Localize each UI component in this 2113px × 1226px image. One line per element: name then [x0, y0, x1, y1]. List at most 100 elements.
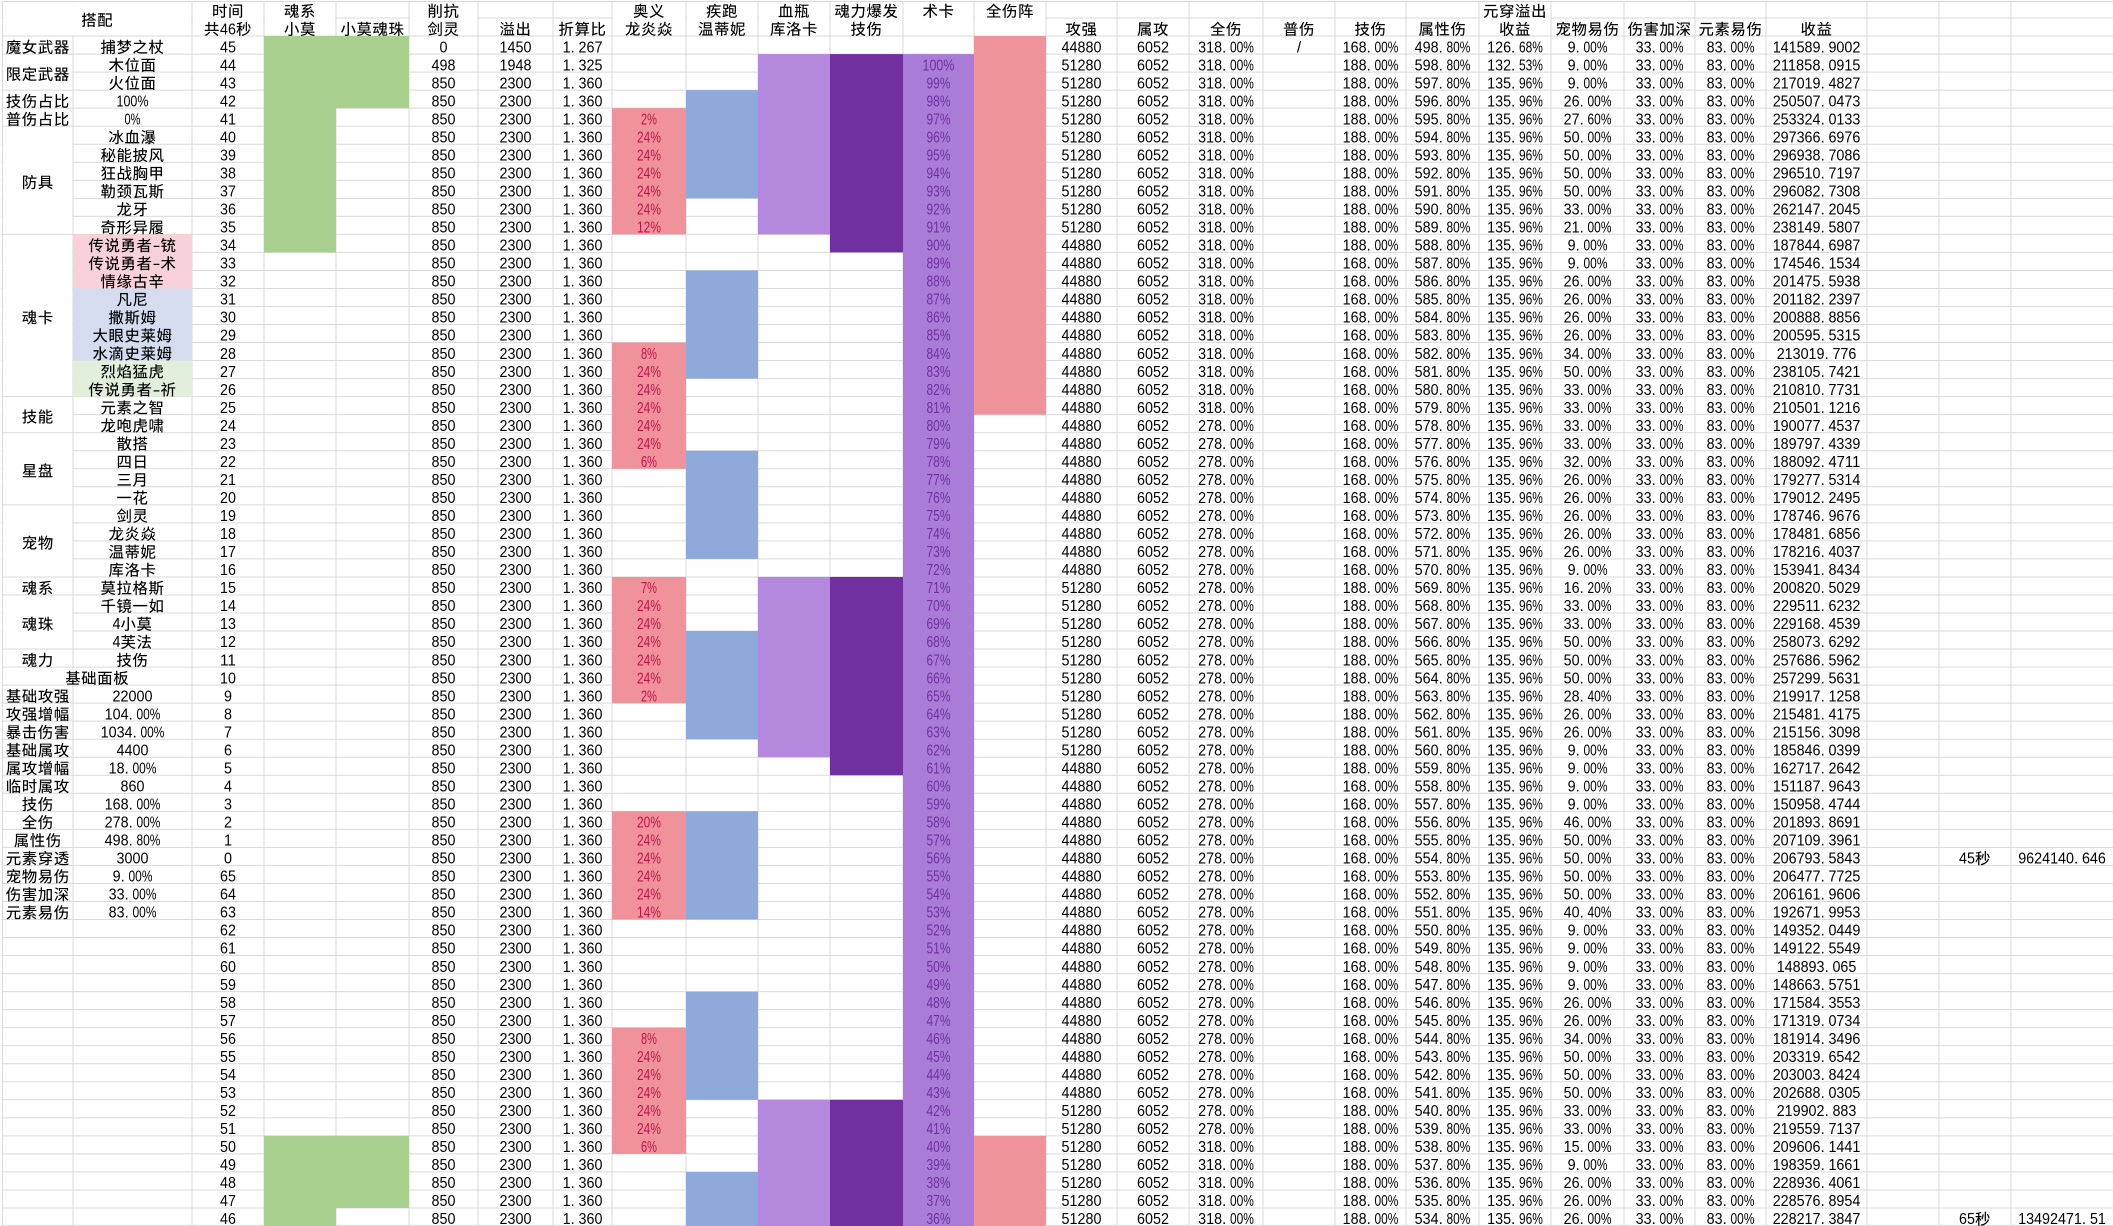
svg-text:/: /: [1297, 39, 1302, 56]
svg-text:00%: 00%: [1660, 454, 1684, 471]
svg-text:.: .: [571, 310, 575, 327]
svg-text:.: .: [1652, 797, 1656, 814]
svg-text:.: .: [1511, 39, 1515, 56]
svg-text:2300: 2300: [500, 778, 532, 795]
svg-text:.: .: [1222, 75, 1226, 92]
svg-text:100%: 100%: [923, 57, 955, 74]
svg-text:1: 1: [563, 688, 571, 705]
svg-text:00%: 00%: [1230, 39, 1254, 56]
svg-text:.: .: [1439, 454, 1443, 471]
svg-text:.: .: [1367, 562, 1371, 579]
svg-text:.: .: [1222, 292, 1226, 309]
svg-text:135: 135: [1487, 851, 1511, 868]
svg-text:00%: 00%: [1731, 472, 1755, 489]
svg-text:188: 188: [1343, 616, 1367, 633]
svg-text:188: 188: [1343, 598, 1367, 615]
svg-text:2300: 2300: [500, 382, 532, 399]
svg-text:192671: 192671: [1773, 905, 1821, 922]
svg-text:00%: 00%: [1374, 364, 1398, 381]
svg-text:33: 33: [1636, 364, 1652, 381]
svg-text:50: 50: [1564, 887, 1580, 904]
svg-text:80%: 80%: [1446, 526, 1470, 543]
svg-text:00%: 00%: [1374, 93, 1398, 110]
svg-text:.: .: [1439, 544, 1443, 561]
svg-text:.: .: [1652, 328, 1656, 345]
svg-text:207109: 207109: [1773, 833, 1821, 850]
svg-text:.: .: [1821, 1139, 1825, 1156]
svg-text:.: .: [571, 346, 575, 363]
svg-text:00%: 00%: [1660, 129, 1684, 146]
svg-text:24%: 24%: [637, 382, 661, 399]
svg-text:.: .: [1222, 1103, 1226, 1120]
svg-text:2300: 2300: [500, 1139, 532, 1156]
svg-text:1: 1: [563, 1211, 571, 1226]
svg-text:.: .: [1821, 256, 1825, 273]
svg-text:23: 23: [220, 436, 236, 453]
svg-text:83: 83: [1707, 797, 1723, 814]
svg-text:1: 1: [563, 256, 571, 273]
svg-text:83: 83: [1707, 1211, 1723, 1226]
svg-text:00%: 00%: [1731, 39, 1755, 56]
svg-text:.: .: [1367, 165, 1371, 182]
svg-text:44880: 44880: [1062, 760, 1102, 777]
svg-text:2300: 2300: [500, 526, 532, 543]
svg-text:.: .: [1367, 905, 1371, 922]
svg-text:360: 360: [579, 905, 603, 922]
svg-text:6052: 6052: [1137, 544, 1169, 561]
svg-text:2300: 2300: [500, 1211, 532, 1226]
svg-text:33: 33: [1636, 869, 1652, 886]
svg-text:.: .: [1367, 472, 1371, 489]
svg-text:26: 26: [1564, 724, 1580, 741]
svg-text:96%: 96%: [1519, 1031, 1543, 1048]
svg-text:550: 550: [1415, 923, 1439, 940]
svg-text:84%: 84%: [927, 346, 951, 363]
svg-text:00%: 00%: [1374, 1013, 1398, 1030]
svg-text:.: .: [1723, 1031, 1727, 1048]
svg-text:850: 850: [432, 147, 456, 164]
svg-text:318: 318: [1198, 256, 1222, 273]
svg-text:83: 83: [1707, 454, 1723, 471]
svg-text:580: 580: [1415, 382, 1439, 399]
svg-text:51: 51: [2090, 1211, 2106, 1226]
svg-text:96%: 96%: [927, 129, 951, 146]
svg-text:.: .: [1222, 508, 1226, 525]
svg-text:850: 850: [432, 977, 456, 994]
svg-text:96%: 96%: [1519, 364, 1543, 381]
svg-text:51280: 51280: [1062, 1193, 1102, 1210]
svg-text:33: 33: [1636, 833, 1652, 850]
svg-text:00%: 00%: [1230, 418, 1254, 435]
svg-text:168: 168: [1343, 905, 1367, 922]
svg-text:.: .: [1821, 400, 1825, 417]
svg-text:24%: 24%: [637, 436, 661, 453]
svg-text:.: .: [1821, 670, 1825, 687]
svg-text:6052: 6052: [1137, 1175, 1169, 1192]
svg-text:96%: 96%: [1519, 887, 1543, 904]
svg-text:51280: 51280: [1062, 724, 1102, 741]
svg-text:00%: 00%: [1374, 129, 1398, 146]
svg-text:00%: 00%: [1731, 1121, 1755, 1138]
svg-text:44880: 44880: [1062, 526, 1102, 543]
svg-text:.: .: [571, 165, 575, 182]
svg-text:00%: 00%: [1731, 184, 1755, 201]
svg-text:.: .: [1821, 598, 1825, 615]
svg-text:.: .: [1821, 57, 1825, 74]
svg-text:00%: 00%: [1660, 147, 1684, 164]
svg-text:6052: 6052: [1137, 346, 1169, 363]
svg-text:278: 278: [1198, 977, 1222, 994]
svg-text:00%: 00%: [1660, 688, 1684, 705]
svg-text:850: 850: [432, 1085, 456, 1102]
svg-text:278: 278: [1198, 815, 1222, 832]
svg-text:538: 538: [1415, 1139, 1439, 1156]
svg-text:1: 1: [563, 490, 571, 507]
svg-text:6052: 6052: [1137, 1031, 1169, 1048]
svg-text:360: 360: [579, 418, 603, 435]
svg-text:26: 26: [220, 382, 236, 399]
svg-text:80%: 80%: [1446, 165, 1470, 182]
svg-text:188: 188: [1343, 670, 1367, 687]
svg-text:278: 278: [1198, 688, 1222, 705]
svg-text:1: 1: [563, 129, 571, 146]
svg-text:96%: 96%: [1519, 202, 1543, 219]
svg-text:278: 278: [1198, 1067, 1222, 1084]
svg-text:00%: 00%: [1660, 382, 1684, 399]
svg-text:.: .: [1580, 274, 1584, 291]
